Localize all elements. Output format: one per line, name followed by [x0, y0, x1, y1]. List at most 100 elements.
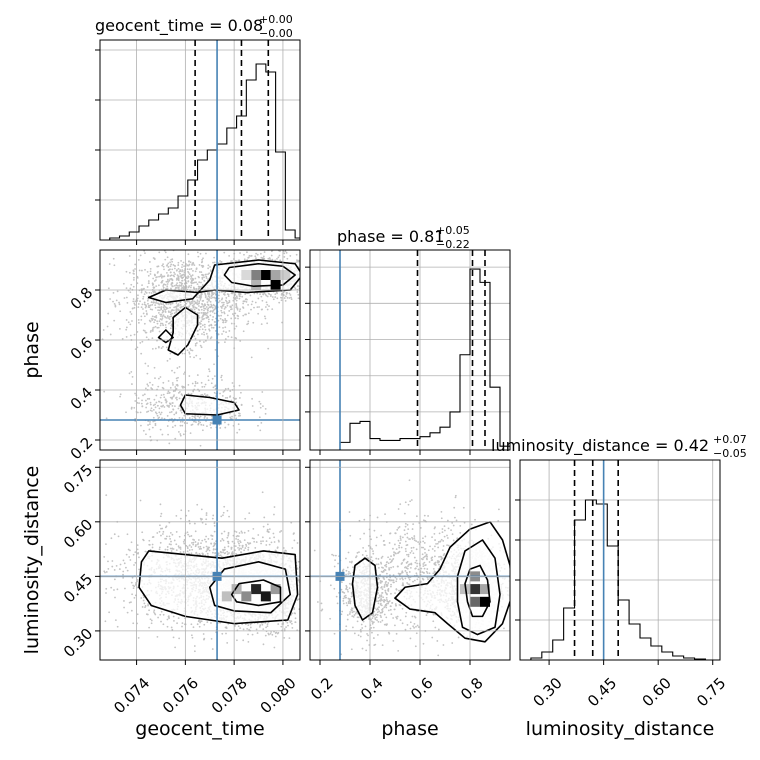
scatter-point	[198, 309, 201, 312]
scatter-point	[181, 279, 183, 282]
scatter-point	[197, 302, 200, 305]
scatter-point	[304, 281, 306, 283]
scatter-point	[145, 406, 148, 409]
scatter-point	[193, 281, 196, 284]
scatter-point	[174, 424, 177, 427]
scatter-point	[234, 625, 236, 627]
scatter-point	[167, 269, 170, 271]
scatter-point	[189, 261, 192, 264]
scatter-point	[252, 321, 255, 324]
scatter-point	[213, 296, 216, 299]
scatter-point	[149, 308, 152, 311]
scatter-point	[222, 548, 224, 551]
scatter-point	[153, 257, 156, 260]
scatter-point	[213, 304, 216, 307]
scatter-point	[232, 247, 234, 249]
scatter-point	[137, 294, 139, 297]
scatter-point	[116, 625, 119, 628]
scatter-point	[128, 556, 131, 558]
scatter-point	[153, 286, 156, 289]
scatter-point	[144, 291, 147, 293]
scatter-point	[274, 635, 277, 638]
scatter-point	[247, 320, 250, 323]
scatter-point	[171, 420, 174, 423]
scatter-point	[237, 546, 239, 549]
scatter-point	[212, 303, 215, 306]
scatter-point	[289, 621, 292, 624]
scatter-point	[130, 541, 133, 544]
scatter-point	[199, 358, 202, 360]
scatter-point	[174, 273, 176, 275]
scatter-point	[162, 275, 165, 278]
scatter-point	[145, 305, 148, 308]
scatter-point	[265, 294, 268, 297]
scatter-point	[162, 613, 165, 616]
scatter-point	[203, 623, 206, 626]
scatter-point	[301, 267, 303, 269]
scatter-point	[133, 407, 136, 409]
scatter-point	[258, 416, 261, 419]
scatter-point	[237, 423, 240, 426]
scatter-point	[202, 274, 205, 277]
scatter-point	[266, 530, 269, 532]
scatter-point	[314, 611, 316, 613]
scatter-point	[151, 328, 154, 331]
scatter-point	[259, 402, 262, 405]
scatter-point	[188, 375, 191, 377]
scatter-point	[211, 326, 213, 329]
scatter-point	[160, 303, 163, 306]
scatter-point	[301, 613, 303, 615]
scatter-point	[243, 539, 246, 542]
scatter-point	[186, 300, 188, 303]
density-cell	[270, 270, 281, 280]
scatter-point	[224, 291, 227, 294]
scatter-point	[194, 530, 197, 533]
scatter-point	[200, 293, 203, 296]
scatter-point	[182, 276, 185, 279]
scatter-point	[295, 261, 298, 263]
scatter-point	[301, 275, 303, 277]
scatter-point	[171, 309, 174, 311]
scatter-point	[305, 595, 307, 597]
scatter-point	[301, 612, 303, 614]
scatter-point	[169, 275, 172, 277]
scatter-point	[132, 584, 135, 587]
scatter-point	[162, 263, 164, 266]
scatter-point	[209, 300, 212, 303]
scatter-point	[206, 314, 208, 317]
scatter-point	[260, 308, 263, 311]
scatter-point	[196, 503, 199, 506]
scatter-point	[209, 314, 212, 317]
scatter-point	[207, 293, 209, 295]
scatter-point	[113, 264, 116, 267]
scatter-point	[136, 297, 139, 300]
scatter-point	[107, 287, 110, 290]
scatter-point	[201, 284, 204, 286]
contour-line	[147, 259, 300, 304]
scatter-point	[189, 302, 192, 305]
scatter-point	[149, 304, 152, 307]
scatter-point	[194, 301, 197, 304]
scatter-point	[237, 315, 240, 318]
scatter-point	[240, 530, 243, 533]
scatter-point	[237, 259, 240, 262]
scatter-point	[142, 394, 144, 397]
scatter-point	[134, 303, 136, 306]
scatter-point	[208, 306, 211, 309]
scatter-point	[203, 313, 205, 316]
scatter-point	[306, 287, 308, 289]
scatter-point	[144, 331, 147, 334]
scatter-point	[207, 267, 210, 270]
scatter-point	[211, 517, 214, 520]
scatter-point	[145, 403, 148, 406]
scatter-point	[214, 292, 216, 294]
scatter-point	[134, 268, 136, 270]
scatter-point	[294, 287, 297, 290]
scatter-point	[162, 381, 165, 384]
scatter-point	[193, 308, 196, 311]
scatter-point	[192, 282, 195, 284]
scatter-point	[181, 417, 184, 420]
scatter-point	[261, 299, 264, 302]
scatter-point	[146, 286, 149, 288]
scatter-point	[110, 586, 113, 589]
